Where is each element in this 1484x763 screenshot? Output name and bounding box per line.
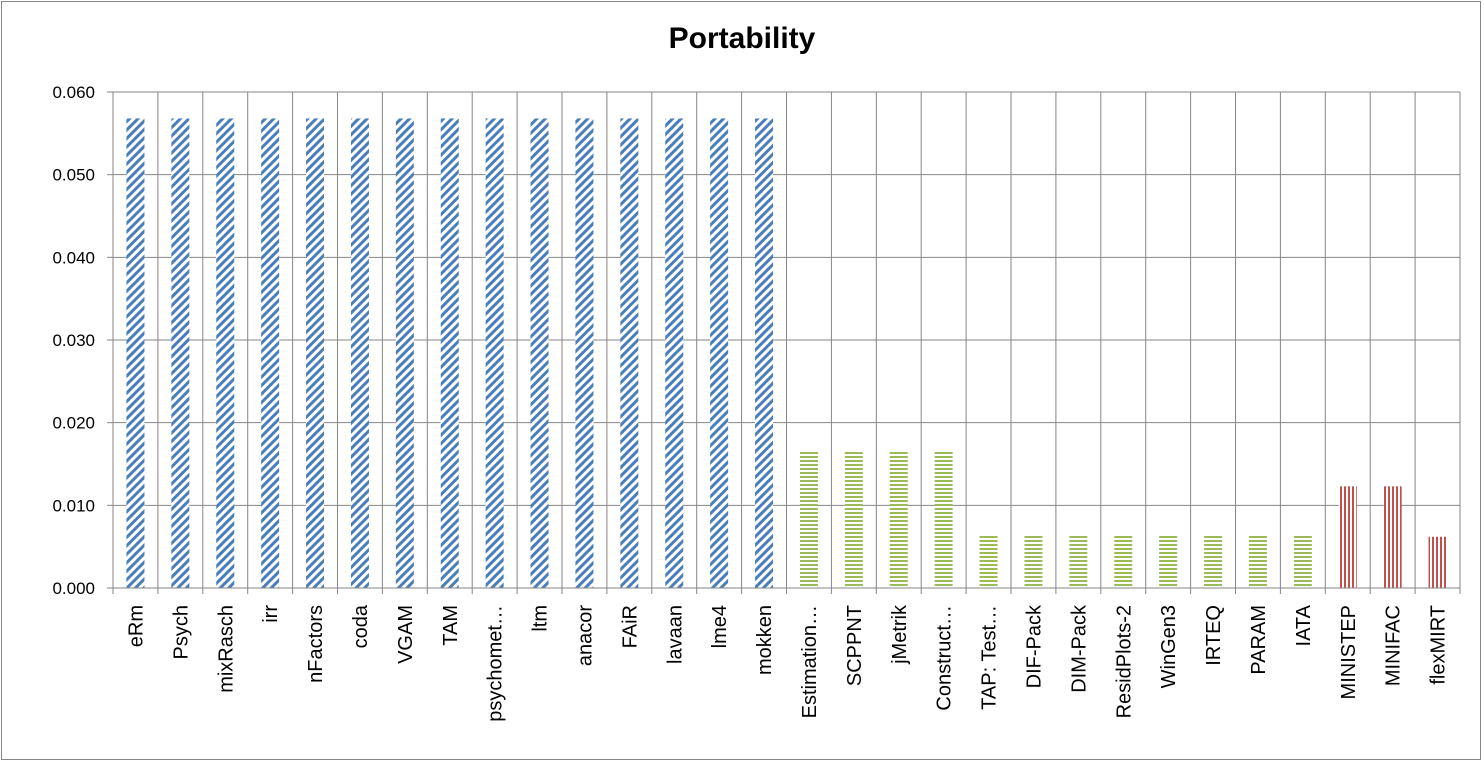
x-tick-label: DIM-Pack [1068,604,1090,693]
bar-17 [889,451,908,588]
y-tick-label: 0.030 [52,331,95,350]
x-tick-label: IATA [1293,604,1315,646]
x-tick-label: IRTEQ [1203,605,1225,666]
bar-0 [126,118,145,588]
bar-24 [1204,535,1223,588]
x-tick-label: nFactors [305,605,327,683]
x-tick-label: ResidPlots-2 [1113,605,1135,718]
x-tick-label: mixRasch [215,605,237,693]
bar-7 [440,118,459,588]
bar-26 [1293,535,1312,588]
x-tick-label: TAP: Test… [979,605,1001,710]
y-tick-label: 0.060 [52,83,95,102]
x-tick-label: ltm [530,605,552,632]
bar-18 [934,451,953,588]
bar-16 [844,451,863,588]
x-tick-label: coda [350,604,372,648]
bar-6 [395,118,414,588]
x-tick-label: mokken [754,605,776,675]
x-tick-label: lme4 [709,605,731,648]
x-tick-label: Construct… [934,605,956,711]
x-tick-label: FAiR [619,605,641,648]
x-tick-labels: eRm Psych mixRasch irr nFactors coda VGAM TAM ps… [125,604,1449,722]
bar-21 [1069,535,1088,588]
bar-3 [261,118,280,588]
y-tick-label: 0.010 [52,496,95,515]
x-tick-label: MINIFAC [1383,605,1405,686]
x-tick-label: jMetrik [889,604,911,665]
y-tick-label: 0.020 [52,414,95,433]
x-tick-label: Psych [170,605,192,659]
x-tick-label: SCPPNT [844,605,866,686]
x-tick-label: Estimation… [799,605,821,718]
x-tick-label: eRm [125,605,147,647]
bar-15 [799,451,818,588]
y-tick-label: 0.040 [52,248,95,267]
bar-12 [665,118,684,588]
x-tick-label: DIF-Pack [1023,604,1045,688]
bar-29 [1428,536,1447,588]
bar-1 [171,118,190,588]
x-tick-label: MINISTEP [1338,605,1360,699]
gridlines [113,91,1461,588]
bar-4 [306,118,325,588]
chart-title: Portability [668,22,816,55]
bar-27 [1338,486,1357,588]
x-tick-label: PARAM [1248,605,1270,675]
bar-9 [530,118,549,588]
x-tick-label: psychomet… [485,605,507,722]
x-tick-label: VGAM [395,605,417,664]
x-tick-label: flexMIRT [1428,605,1450,685]
bar-28 [1383,486,1402,588]
bar-8 [485,118,504,588]
bar-19 [979,535,998,588]
y-tick-label: 0.050 [52,166,95,185]
y-tick-label: 0.000 [52,579,95,598]
x-tick-label: anacor [574,605,596,666]
x-tick-label: WinGen3 [1158,605,1180,688]
bar-11 [620,118,639,588]
bar-5 [350,118,369,588]
bars [126,118,1447,588]
bar-13 [710,118,729,588]
x-tick-label: TAM [440,605,462,646]
x-tick-label: lavaan [664,605,686,664]
bar-14 [755,118,774,588]
axes [107,91,1461,594]
bar-10 [575,118,594,588]
x-tick-label: irr [260,605,282,623]
bar-20 [1024,535,1043,588]
bar-2 [216,118,235,588]
bar-25 [1248,535,1267,588]
bar-22 [1114,535,1133,588]
y-tick-labels: 0.000 0.010 0.020 0.030 0.040 0.050 0.060 [52,83,95,598]
bar-23 [1159,535,1178,588]
